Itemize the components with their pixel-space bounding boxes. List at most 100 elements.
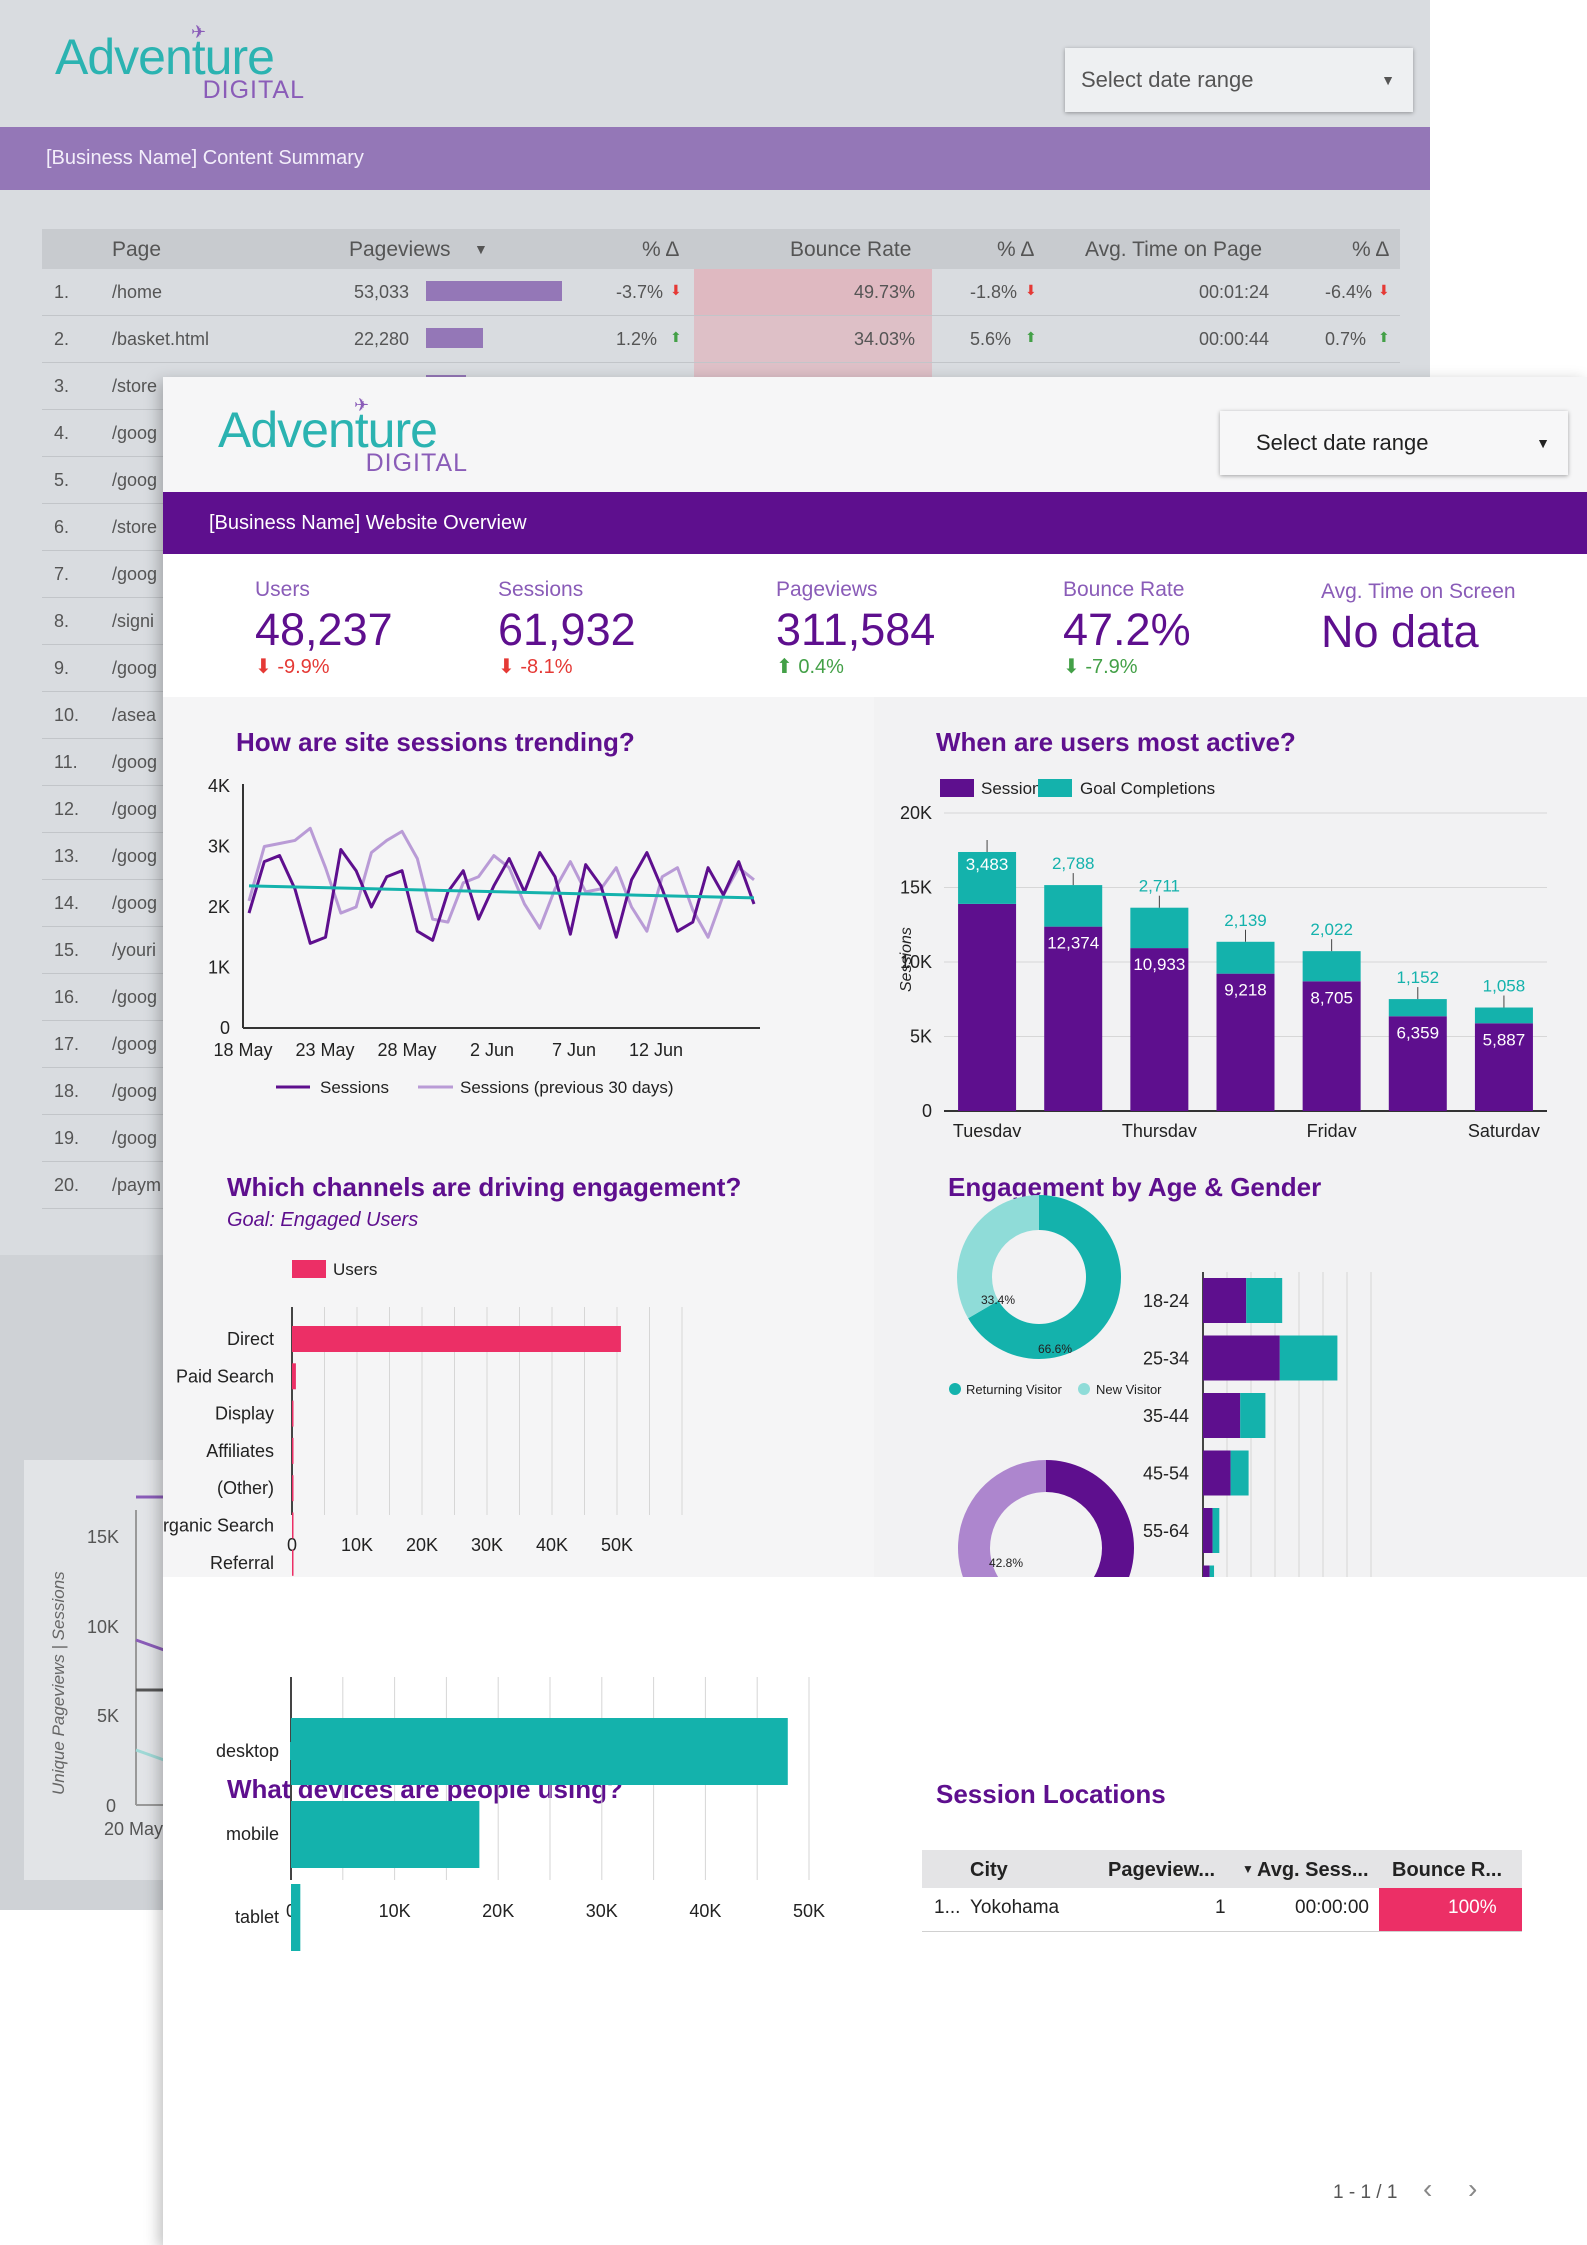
logo-subtext: DIGITAL: [202, 76, 305, 104]
page-cell: /youri: [112, 940, 157, 960]
bar-sessions-wednesday: [1044, 926, 1103, 1111]
bar-female: [1246, 1278, 1283, 1323]
kpi-value: 61,932: [498, 604, 636, 655]
y-tick-label: Direct: [227, 1329, 274, 1349]
paper-plane-icon: ✈: [354, 395, 370, 415]
chevron-down-icon: ▼: [1536, 435, 1550, 451]
row-number: 16.: [54, 987, 80, 1007]
col-header[interactable]: % Δ: [642, 238, 680, 261]
row-number: 3.: [54, 376, 70, 396]
y-tick-label: 45-54: [1143, 1464, 1189, 1484]
kpi-label: Bounce Rate: [1063, 578, 1185, 601]
bar-goals-thursday: [1130, 907, 1189, 949]
bar-value-label: 12,374: [1047, 934, 1099, 953]
panel-title: Session Locations: [936, 1779, 1166, 1809]
bar-goals-tuesday: [958, 851, 1017, 904]
prev-page-button[interactable]: ‹: [1423, 2173, 1433, 2204]
kpi-users: Users 48,237 ⬇ -9.9%: [255, 578, 393, 679]
devices-chart: 010K20K30K40K50KSessionsdesktopmobiletab…: [216, 1677, 825, 1951]
kpi-label: Users: [255, 578, 310, 601]
y-tick-label: Affiliates: [206, 1441, 274, 1461]
back-chart-svg: Unique Pageviews | Sessions 15K 10K 5K 0…: [49, 1495, 244, 1839]
bar-channel: [292, 1326, 621, 1352]
slice-value-label: 33.4%: [981, 1293, 1015, 1307]
slice-value-label: 42.8%: [989, 1556, 1023, 1570]
table-row[interactable]: 1. /home 53,033 -3.7% ⬇ 49.73% -1.8% ⬇ 00:01:24 -…: [42, 269, 1400, 316]
kpi-pageviews: Pageviews 311,584 ⬆ 0.4%: [776, 578, 935, 679]
y-tick-label: 0: [922, 1101, 932, 1121]
active-days-chart: 0 5K 10K 15K 20K Sessions Sessions Goal Complet…: [898, 779, 1547, 1137]
row-number: 8.: [54, 611, 70, 631]
x-tick-label: 20K: [406, 1535, 438, 1555]
date-range-select[interactable]: Select date range ▼: [1220, 411, 1568, 475]
bar-value-label: 5,887: [1483, 1030, 1526, 1049]
pageviews-cell: 53,033: [354, 282, 410, 302]
slice-value-label: 66.6%: [1038, 1342, 1072, 1356]
page-cell: /goog: [112, 799, 158, 819]
row-number: 18.: [54, 1081, 80, 1101]
bar-sessions-sunday: [1388, 1016, 1447, 1111]
bar-channel: [292, 1549, 294, 1576]
bar-value-label: 2,788: [1052, 854, 1095, 873]
kpi-sessions: Sessions 61,932 ⬇ -8.1%: [498, 578, 636, 679]
page-cell: /goog: [112, 1034, 158, 1054]
sort-desc-icon[interactable]: ▼: [474, 241, 488, 257]
y-tick-label: tablet: [235, 1907, 279, 1927]
page-cell: /goog: [112, 1081, 158, 1101]
bar-goals-monday: [1216, 941, 1275, 974]
bar-channel: [292, 1475, 294, 1502]
bar-female: [1212, 1508, 1220, 1553]
y-tick: 15K: [87, 1527, 119, 1547]
bounce-heat-cell: [694, 269, 932, 315]
col-header[interactable]: Pageviews: [349, 238, 451, 261]
bar-sessions-friday: [1302, 981, 1361, 1111]
sort-desc-icon[interactable]: ▼: [1242, 1862, 1254, 1876]
y-tick-label: 0: [220, 1018, 230, 1038]
trend-line: [248, 884, 755, 900]
col-header[interactable]: Bounce R...: [1392, 1859, 1503, 1881]
col-header[interactable]: City: [970, 1859, 1008, 1881]
logo-text: Adventure: [55, 29, 275, 85]
bar-sessions-tuesday: [958, 903, 1017, 1111]
arrow-up-icon: ⬆: [1378, 329, 1390, 345]
pv-change-cell: 1.2%: [616, 329, 658, 349]
y-tick-label: 18-24: [1143, 1291, 1189, 1311]
page-cell: /store: [112, 517, 158, 537]
page-title: [Business Name] Website Overview: [163, 492, 1587, 554]
legend-label: New Visitor: [1096, 1382, 1162, 1397]
y-tick-label: Paid Search: [176, 1366, 274, 1386]
slice-value-label: 57.2%: [1047, 1575, 1081, 1577]
y-axis-label: Sessions: [898, 927, 915, 992]
col-header[interactable]: Bounce Rate: [790, 238, 912, 261]
col-header[interactable]: Avg. Time on Page: [1085, 238, 1263, 261]
row-number: 9.: [54, 658, 70, 678]
row-number: 12.: [54, 799, 80, 819]
y-tick-label: 5K: [910, 1027, 932, 1047]
table-row[interactable]: 1... Yokohama 1 00:00:00 100%: [922, 1888, 1522, 1932]
x-tick-label: 2 Jun: [470, 1040, 514, 1060]
page-cell: /goog: [112, 987, 158, 1007]
bar-goals-saturday: [1474, 1007, 1533, 1024]
chevron-down-icon: ▼: [1381, 72, 1395, 88]
table-row[interactable]: 2. /basket.html 22,280 1.2% ⬆ 34.03% 5.6% ⬆ 00:0…: [42, 316, 1400, 363]
bar-female: [1240, 1393, 1266, 1438]
x-tick-label: 0: [287, 1535, 297, 1555]
y-tick-label: 35-44: [1143, 1406, 1189, 1426]
col-header[interactable]: % Δ: [1352, 238, 1390, 261]
col-header[interactable]: Page: [112, 238, 162, 261]
row-number: 11.: [54, 752, 78, 772]
bar-channel: [292, 1400, 294, 1427]
row-number: 4.: [54, 423, 70, 443]
x-tick-label: 40K: [536, 1535, 568, 1555]
date-range-select[interactable]: Select date range ▼: [1065, 48, 1413, 112]
x-tick: 20 May: [104, 1819, 163, 1839]
col-header[interactable]: Pageview...: [1108, 1859, 1216, 1881]
bar-male: [1203, 1450, 1231, 1496]
col-header[interactable]: % Δ: [997, 238, 1035, 261]
row-number: 20.: [54, 1175, 80, 1195]
bar-channel: [292, 1437, 294, 1464]
next-page-button[interactable]: ›: [1468, 2173, 1478, 2204]
legend-swatch: [940, 779, 974, 797]
logo-subtext: DIGITAL: [365, 449, 468, 477]
col-header[interactable]: Avg. Sess...: [1257, 1859, 1369, 1881]
